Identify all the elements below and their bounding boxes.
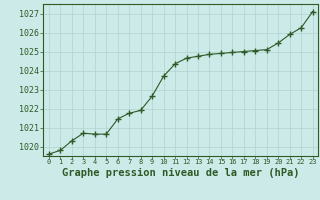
X-axis label: Graphe pression niveau de la mer (hPa): Graphe pression niveau de la mer (hPa) xyxy=(62,168,300,178)
